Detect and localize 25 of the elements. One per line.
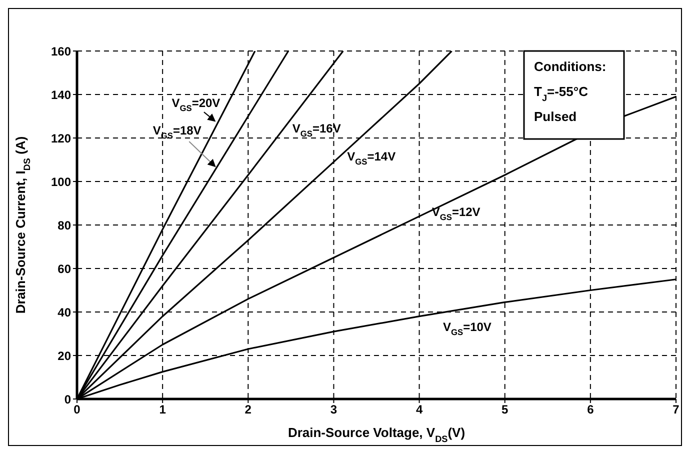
x-tick-label: 0	[74, 402, 81, 417]
series-label: V$_{GS}$=20V	[172, 96, 220, 114]
series-label: V$_{GS}$=16V	[292, 121, 341, 139]
y-tick-label: 40	[58, 305, 72, 320]
y-tick-label: 0	[64, 392, 72, 406]
y-tick-label: 160	[50, 44, 72, 58]
x-tick-label: 1	[159, 402, 166, 417]
series-label: V$_{GS}$=10V	[442, 320, 492, 338]
x-axis-title: Drain-Source Voltage, V$_{DS}$(V)	[288, 425, 466, 444]
x-tick-label: 3	[330, 402, 338, 417]
annotation: Pulsed	[534, 109, 577, 124]
annotation: Conditions:	[534, 59, 606, 74]
y-tick-label: 20	[58, 348, 72, 363]
series-label: V$_{GS}$=14V	[347, 150, 396, 167]
y-tick-label: 140	[50, 88, 72, 102]
x-tick-label: 6	[587, 402, 594, 417]
x-tick-label: 4	[416, 402, 423, 417]
x-tick-label: 2	[244, 402, 252, 417]
x-tick-label: 5	[502, 402, 509, 417]
y-tick-label: 60	[58, 262, 72, 276]
y-tick-label: 80	[58, 218, 72, 232]
y-tick-label: 120	[50, 131, 72, 146]
y-tick-label: 100	[50, 174, 72, 189]
annotation: T$_{J}$=-55°C	[534, 84, 589, 103]
x-tick-label: 7	[672, 402, 680, 417]
